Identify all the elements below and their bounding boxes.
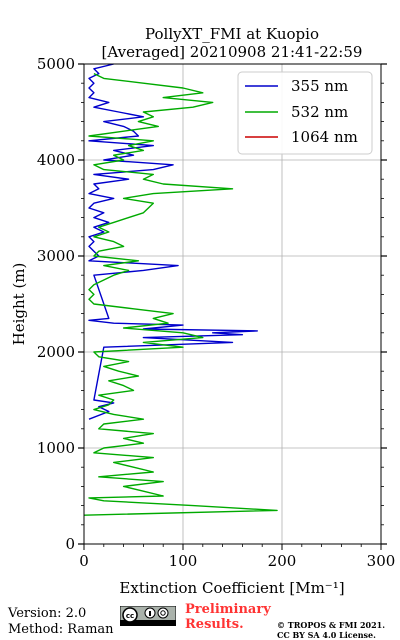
chart: PollyXT_FMI at Kuopio [Averaged] 2021090… [10, 25, 395, 597]
preliminary-line-1: Preliminary [185, 602, 271, 617]
y-tick-label: 3000 [37, 247, 75, 265]
method-text: Method: Raman [8, 622, 114, 637]
legend: 355 nm 532 nm 1064 nm [237, 71, 373, 155]
x-axis-ticks: 0 100 200 300 [79, 544, 395, 570]
chart-subtitle: [Averaged] 20210908 21:41-22:59 [102, 43, 363, 61]
x-tick-label: 200 [268, 552, 297, 570]
preliminary-results-text: Preliminary Results. [185, 602, 271, 632]
y-axis-label: Height (m) [10, 263, 28, 346]
y-axis-ticks: 0 1000 2000 3000 4000 5000 [37, 55, 387, 553]
plot-frame [83, 63, 382, 545]
version-text: Version: 2.0 [8, 606, 87, 621]
copyright-line-2: CC BY SA 4.0 License. [277, 630, 376, 640]
chart-title: PollyXT_FMI at Kuopio [145, 25, 319, 43]
legend-label-355: 355 nm [291, 77, 348, 95]
series-lines [83, 63, 278, 516]
y-tick-label: 4000 [37, 151, 75, 169]
copyright-line-1: © TROPOS & FMI 2021. [277, 620, 386, 630]
x-tick-label: 300 [367, 552, 396, 570]
legend-box [237, 71, 373, 155]
y-tick-label: 2000 [37, 343, 75, 361]
series-line-532-nm [83, 72, 278, 516]
y-tick-label: 0 [65, 535, 75, 553]
preliminary-line-2: Results. [185, 617, 244, 632]
x-axis-label: Extinction Coefficient [Mm⁻¹] [119, 579, 344, 597]
copyright-notice: © TROPOS & FMI 2021. CC BY SA 4.0 Licens… [277, 620, 385, 640]
series-line-355-nm [88, 63, 258, 420]
x-tick-label: 100 [169, 552, 198, 570]
y-tick-label: 5000 [37, 55, 75, 73]
svg-text:cc: cc [126, 612, 134, 620]
legend-label-1064: 1064 nm [291, 128, 358, 146]
cc-by-sa-icon: cc [120, 606, 176, 626]
x-tick-label: 0 [79, 552, 89, 570]
y-tick-label: 1000 [37, 439, 75, 457]
legend-label-532: 532 nm [291, 103, 348, 121]
